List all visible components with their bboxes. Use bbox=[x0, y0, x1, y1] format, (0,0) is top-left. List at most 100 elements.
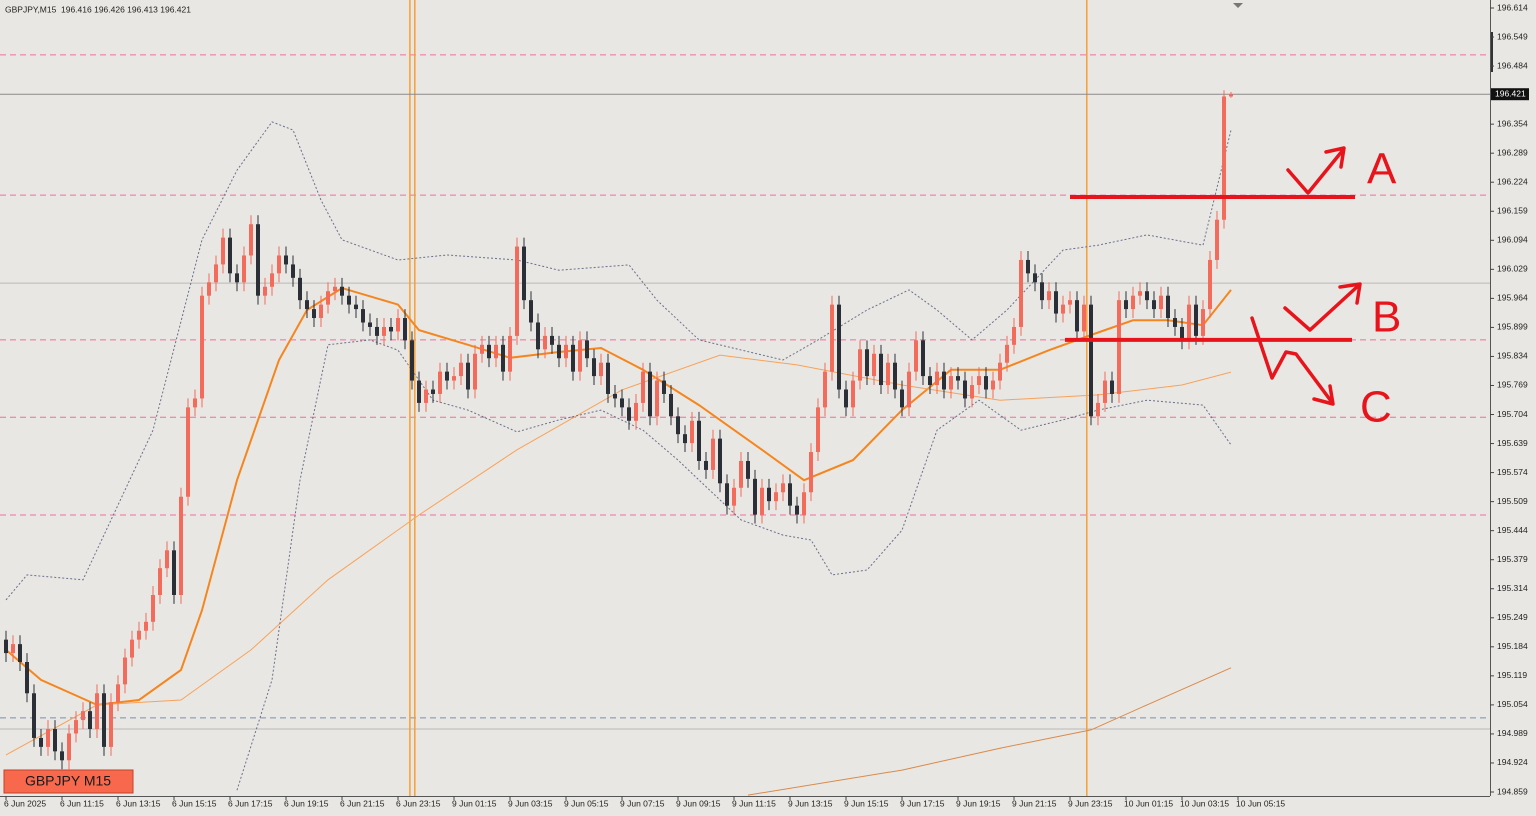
candle-body bbox=[396, 318, 400, 332]
candle-body bbox=[774, 492, 778, 502]
arrow-c bbox=[1250, 316, 1335, 406]
candle-body bbox=[1222, 96, 1226, 220]
x-tick-label: 9 Jun 19:15 bbox=[956, 798, 1001, 808]
candle-body bbox=[1145, 291, 1149, 301]
x-tick-label: 9 Jun 05:15 bbox=[564, 798, 609, 808]
indicator-line bbox=[236, 339, 1232, 791]
candle-body bbox=[424, 389, 428, 403]
candle-body bbox=[781, 483, 785, 493]
candle-body bbox=[858, 349, 862, 381]
candle-body bbox=[25, 662, 29, 694]
candle-body bbox=[564, 344, 568, 359]
candle-body bbox=[137, 630, 141, 640]
candle-body bbox=[732, 487, 736, 506]
x-tick-label: 6 Jun 21:15 bbox=[340, 798, 385, 808]
x-tick-label: 9 Jun 13:15 bbox=[788, 798, 833, 808]
plot-area bbox=[0, 0, 1490, 796]
candle-body bbox=[886, 362, 890, 386]
candle-body bbox=[767, 487, 771, 502]
candle-body bbox=[872, 353, 876, 377]
badge-box bbox=[3, 769, 134, 794]
candle-body bbox=[536, 322, 540, 350]
y-tick-label: 196.159 bbox=[1497, 206, 1528, 216]
candle-body bbox=[81, 711, 85, 721]
candle-body bbox=[102, 693, 106, 747]
candle-body bbox=[634, 402, 638, 421]
y-tick-label: 195.899 bbox=[1497, 322, 1528, 332]
candle-body bbox=[592, 358, 596, 377]
candle-body bbox=[683, 434, 687, 444]
candle-body bbox=[921, 340, 925, 377]
candle-body bbox=[739, 460, 743, 488]
candle-body bbox=[46, 729, 50, 747]
y-tick-label: 196.614 bbox=[1497, 2, 1528, 12]
candle-body bbox=[1096, 402, 1100, 417]
candle-body bbox=[375, 326, 379, 336]
y-tick-label: 194.924 bbox=[1497, 757, 1528, 767]
candle-body bbox=[1173, 318, 1177, 327]
candle-body bbox=[214, 264, 218, 283]
candle-body bbox=[4, 639, 8, 654]
candle-body bbox=[1117, 300, 1121, 394]
candle-body bbox=[956, 376, 960, 381]
y-tick-label: 196.029 bbox=[1497, 264, 1528, 274]
candle-body bbox=[1012, 326, 1016, 345]
candle-body bbox=[186, 407, 190, 497]
x-tick-label: 9 Jun 21:15 bbox=[1012, 798, 1057, 808]
candle-body bbox=[571, 344, 575, 372]
candle-body bbox=[949, 376, 953, 390]
candle-body bbox=[200, 295, 204, 399]
candle-body bbox=[725, 483, 729, 506]
candle-body bbox=[816, 407, 820, 453]
candle-body bbox=[844, 389, 848, 408]
annotation-label: B bbox=[1372, 293, 1401, 342]
candle-body bbox=[942, 371, 946, 390]
candle-body bbox=[284, 255, 288, 265]
y-tick-label: 194.989 bbox=[1497, 728, 1528, 738]
candle-body bbox=[802, 492, 806, 515]
candle-body bbox=[1110, 380, 1114, 394]
candle-body bbox=[865, 349, 869, 377]
candle-body bbox=[291, 264, 295, 278]
candle-body bbox=[410, 340, 414, 381]
candle-body bbox=[550, 335, 554, 345]
candle-body bbox=[494, 344, 498, 359]
candle-body bbox=[340, 286, 344, 296]
x-tick-label: 9 Jun 01:15 bbox=[452, 798, 497, 808]
x-tick-label: 6 Jun 13:15 bbox=[116, 798, 161, 808]
candle-body bbox=[32, 693, 36, 738]
candle-body bbox=[648, 371, 652, 417]
x-tick-label: 6 Jun 17:15 bbox=[228, 798, 273, 808]
candle-body bbox=[480, 344, 484, 354]
y-tick-label: 195.509 bbox=[1497, 496, 1528, 506]
candle-body bbox=[382, 326, 386, 336]
candle-body bbox=[144, 621, 148, 631]
candle-body bbox=[403, 318, 407, 341]
candle-body bbox=[312, 309, 316, 319]
candle-body bbox=[67, 733, 71, 761]
candle-body bbox=[1131, 295, 1135, 310]
candle-body bbox=[1033, 273, 1037, 283]
candle-body bbox=[1138, 291, 1142, 296]
candle-body bbox=[487, 344, 491, 359]
candle-body bbox=[431, 389, 435, 394]
current-price-label: 196.421 bbox=[1495, 88, 1526, 98]
candle-body bbox=[130, 639, 134, 658]
candle-body bbox=[445, 371, 449, 381]
x-tick-label: 9 Jun 11:15 bbox=[732, 798, 776, 808]
candle-body bbox=[347, 295, 351, 305]
x-tick-label: 6 Jun 19:15 bbox=[284, 798, 329, 808]
candle-body bbox=[326, 291, 330, 305]
x-tick-label: 6 Jun 15:15 bbox=[172, 798, 217, 808]
candle-body bbox=[158, 568, 162, 595]
candle-body bbox=[1005, 344, 1009, 363]
candle-body bbox=[151, 594, 155, 622]
candle-body bbox=[606, 362, 610, 394]
y-tick-label: 196.094 bbox=[1497, 235, 1528, 245]
y-tick-label: 195.119 bbox=[1497, 670, 1527, 680]
candle-body bbox=[18, 644, 22, 663]
x-tick-label: 9 Jun 17:15 bbox=[900, 798, 945, 808]
candle-body bbox=[627, 407, 631, 421]
candle-body bbox=[760, 487, 764, 515]
candle-body bbox=[557, 344, 561, 359]
